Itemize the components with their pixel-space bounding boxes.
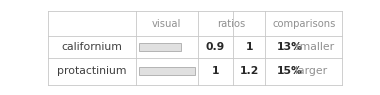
Text: 13%: 13%	[277, 42, 303, 52]
Text: 1: 1	[245, 42, 253, 52]
Text: 0.9: 0.9	[206, 42, 225, 52]
Text: larger: larger	[295, 66, 327, 76]
Text: californium: californium	[61, 42, 122, 52]
Bar	[139, 67, 195, 75]
Text: comparisons: comparisons	[272, 19, 336, 29]
Bar	[139, 43, 181, 51]
Text: protactinium: protactinium	[57, 66, 127, 76]
Text: 1: 1	[212, 66, 219, 76]
Text: 15%: 15%	[277, 66, 303, 76]
Text: 1.2: 1.2	[239, 66, 259, 76]
Text: ratios: ratios	[217, 19, 246, 29]
Text: smaller: smaller	[295, 42, 335, 52]
Text: visual: visual	[152, 19, 182, 29]
